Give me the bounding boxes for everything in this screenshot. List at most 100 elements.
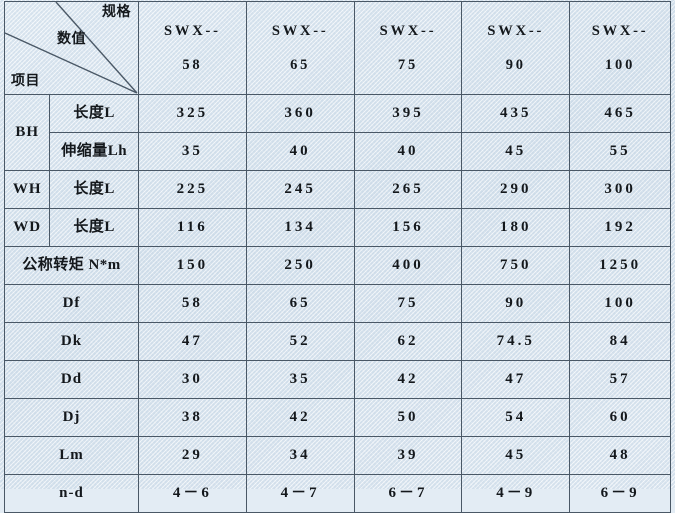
table-row-df: Df 58 65 75 90 100 xyxy=(4,284,671,323)
row-label-nd: n-d xyxy=(4,474,139,513)
cell-df-58: 58 xyxy=(137,284,247,323)
cell-dk-90: 74.5 xyxy=(461,322,571,361)
column-header-swx-100: SWX-- 100 xyxy=(569,1,671,95)
table-row-nominal-torque: 公称转矩 N*m 150 250 400 750 1250 xyxy=(4,246,671,285)
cell-nd-75: 6－7 xyxy=(353,474,463,513)
row-label-dj: Dj xyxy=(4,398,139,437)
cell-wd-length-90: 180 xyxy=(461,208,571,247)
cell-torque-75: 400 xyxy=(353,246,463,285)
cell-bh-stroke-75: 40 xyxy=(353,132,463,171)
cell-nd-90: 4－9 xyxy=(461,474,571,513)
cell-wh-length-58: 225 xyxy=(137,170,247,209)
model-prefix: SWX-- xyxy=(487,22,545,39)
cell-dd-58: 30 xyxy=(137,360,247,399)
cell-wh-length-65: 245 xyxy=(245,170,355,209)
table-row-dk: Dk 47 52 62 74.5 84 xyxy=(4,322,671,361)
model-size: 100 xyxy=(605,56,636,73)
row-label-df: Df xyxy=(4,284,139,323)
model-prefix: SWX-- xyxy=(379,22,437,39)
cell-dk-58: 47 xyxy=(137,322,247,361)
cell-wd-length-75: 156 xyxy=(353,208,463,247)
table-row-nd: n-d 4－6 4－7 6－7 4－9 6－9 xyxy=(4,474,671,513)
cell-lm-90: 45 xyxy=(461,436,571,475)
model-size: 90 xyxy=(505,56,526,73)
cell-lm-100: 48 xyxy=(569,436,671,475)
cell-wd-length-100: 192 xyxy=(569,208,671,247)
cell-nd-58: 4－6 xyxy=(137,474,247,513)
cell-df-90: 90 xyxy=(461,284,571,323)
cell-bh-length-58: 325 xyxy=(137,94,247,133)
cell-torque-58: 150 xyxy=(137,246,247,285)
cell-dj-90: 54 xyxy=(461,398,571,437)
column-header-swx-65: SWX-- 65 xyxy=(245,1,355,95)
model-prefix: SWX-- xyxy=(164,22,221,39)
row-label-nominal-torque: 公称转矩 N*m xyxy=(4,246,139,285)
cell-bh-stroke-100: 55 xyxy=(569,132,671,171)
row-label-dk: Dk xyxy=(4,322,139,361)
cell-dd-65: 35 xyxy=(245,360,355,399)
model-size: 58 xyxy=(182,56,203,73)
cell-lm-75: 39 xyxy=(353,436,463,475)
column-header-swx-75: SWX-- 75 xyxy=(353,1,463,95)
cell-df-65: 65 xyxy=(245,284,355,323)
table-row-bh-length: BH 长度L 325 360 395 435 465 xyxy=(3,94,671,171)
row-group-label-wd: WD xyxy=(3,208,51,247)
cell-wd-length-65: 134 xyxy=(245,208,355,247)
cell-bh-length-100: 465 xyxy=(569,94,671,133)
model-prefix: SWX-- xyxy=(271,22,329,39)
cell-dj-75: 50 xyxy=(353,398,463,437)
cell-df-100: 100 xyxy=(569,284,671,323)
specification-table: 规格 数值 项目 SWX-- 58 SWX-- 65 SWX-- 75 S xyxy=(3,1,671,513)
cell-wh-length-90: 290 xyxy=(461,170,571,209)
cell-lm-65: 34 xyxy=(245,436,355,475)
row-group-label-wh: WH xyxy=(3,170,51,209)
cell-dj-58: 38 xyxy=(137,398,247,437)
cell-torque-65: 250 xyxy=(245,246,355,285)
cell-dk-75: 62 xyxy=(353,322,463,361)
cell-dk-100: 84 xyxy=(569,322,671,361)
table-row-bh-stroke: 伸缩量Lh 35 40 40 45 55 xyxy=(5,132,671,171)
cell-df-75: 75 xyxy=(353,284,463,323)
row-sub-label-length: 长度L xyxy=(49,208,139,247)
row-sub-label-length: 长度L xyxy=(49,170,139,209)
table-header-row: 规格 数值 项目 SWX-- 58 SWX-- 65 SWX-- 75 S xyxy=(4,1,671,95)
cell-dd-75: 42 xyxy=(353,360,463,399)
cell-bh-length-90: 435 xyxy=(461,94,571,133)
diagonal-split-lines-icon xyxy=(5,2,138,94)
cell-nd-100: 6－9 xyxy=(569,474,671,513)
table-row-lm: Lm 29 34 39 45 48 xyxy=(4,436,671,475)
table-row-dd: Dd 30 35 42 47 57 xyxy=(4,360,671,399)
cell-dd-100: 57 xyxy=(569,360,671,399)
table-row-wd-length: WD 长度L 116 134 156 180 192 xyxy=(3,208,671,247)
cell-dk-65: 52 xyxy=(245,322,355,361)
cell-wd-length-58: 116 xyxy=(137,208,247,247)
header-spec-label: 规格 xyxy=(101,5,131,20)
cell-dj-100: 60 xyxy=(569,398,671,437)
cell-wh-length-75: 265 xyxy=(353,170,463,209)
model-size: 65 xyxy=(290,56,311,73)
cell-wh-length-100: 300 xyxy=(569,170,671,209)
cell-lm-58: 29 xyxy=(137,436,247,475)
column-header-swx-58: SWX-- 58 xyxy=(137,1,247,95)
model-prefix: SWX-- xyxy=(591,22,649,39)
row-sub-label-stroke: 伸缩量Lh xyxy=(49,132,139,171)
row-sub-label-length: 长度L xyxy=(49,94,139,133)
cell-torque-90: 750 xyxy=(461,246,571,285)
header-item-label: 项目 xyxy=(11,73,40,89)
specification-table-container: 规格 数值 项目 SWX-- 58 SWX-- 65 SWX-- 75 S xyxy=(3,1,671,513)
row-label-lm: Lm xyxy=(4,436,139,475)
row-label-dd: Dd xyxy=(4,360,139,399)
table-row-wh-length: WH 长度L 225 245 265 290 300 xyxy=(3,170,671,209)
cell-bh-stroke-65: 40 xyxy=(245,132,355,171)
column-header-swx-90: SWX-- 90 xyxy=(461,1,571,95)
header-value-label: 数值 xyxy=(57,32,86,47)
cell-bh-stroke-58: 35 xyxy=(137,132,247,171)
cell-bh-stroke-90: 45 xyxy=(461,132,571,171)
cell-torque-100: 1250 xyxy=(569,246,671,285)
cell-nd-65: 4－7 xyxy=(245,474,355,513)
row-group-label-bh: BH xyxy=(3,94,51,171)
cell-dd-90: 47 xyxy=(461,360,571,399)
cell-bh-length-65: 360 xyxy=(245,94,355,133)
cell-dj-65: 42 xyxy=(245,398,355,437)
corner-header-cell: 规格 数值 项目 xyxy=(4,1,139,95)
